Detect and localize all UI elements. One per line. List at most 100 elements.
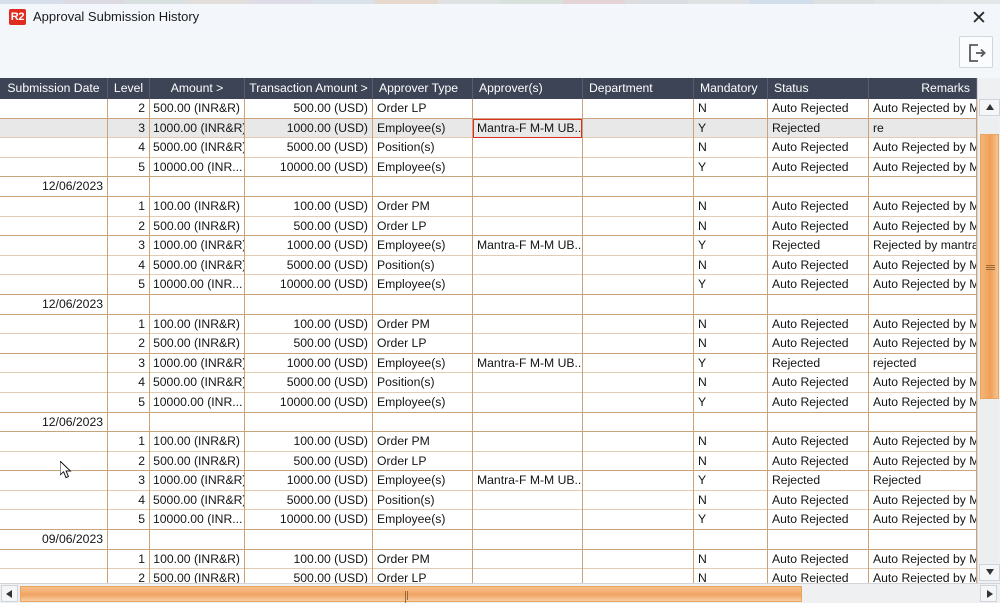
column-header-amount[interactable]: Amount >	[150, 78, 245, 99]
cell-approvers[interactable]	[473, 373, 583, 393]
scroll-left-arrow-icon[interactable]	[1, 585, 18, 602]
cell-level[interactable]	[108, 294, 150, 315]
cell-amount[interactable]: 5000.00 (INR&R)	[150, 255, 245, 276]
scroll-up-arrow-icon[interactable]	[979, 99, 1000, 116]
cell-approvers[interactable]	[473, 216, 583, 237]
table-row[interactable]: 2 500.00 (INR&R) 500.00 (USD) Order LP N Auto…	[0, 569, 977, 583]
column-header-mandatory[interactable]: Mandatory	[694, 78, 768, 99]
cell-submission_date[interactable]	[0, 138, 108, 158]
cell-amount[interactable]: 500.00 (INR&R)	[150, 99, 245, 119]
cell-transaction_amount[interactable]: 10000.00 (USD)	[245, 157, 373, 178]
cell-remarks[interactable]: Auto Rejected by Ma	[869, 334, 977, 354]
cell-mandatory[interactable]: Y	[694, 118, 768, 139]
cell-department[interactable]	[583, 275, 694, 295]
cell-approvers[interactable]	[473, 432, 583, 452]
cell-remarks[interactable]: Auto Rejected by Ma	[869, 99, 977, 119]
cell-amount[interactable]: 10000.00 (INR...	[150, 510, 245, 531]
cell-approvers[interactable]	[473, 314, 583, 335]
cell-transaction_amount[interactable]: 500.00 (USD)	[245, 99, 373, 119]
cell-remarks[interactable]: re	[869, 118, 977, 139]
cell-approvers[interactable]	[473, 196, 583, 217]
cell-department[interactable]	[583, 216, 694, 237]
cell-transaction_amount[interactable]: 1000.00 (USD)	[245, 353, 373, 374]
cell-approver_type[interactable]: Employee(s)	[373, 157, 473, 178]
cell-amount[interactable]: 1000.00 (INR&R)	[150, 353, 245, 374]
cell-status[interactable]: Rejected	[768, 471, 869, 491]
cell-department[interactable]	[583, 549, 694, 570]
cell-level[interactable]: 2	[108, 451, 150, 472]
table-row[interactable]: 3 1000.00 (INR&R) 1000.00 (USD) Employee(s)…	[0, 236, 977, 256]
cell-mandatory[interactable]	[694, 412, 768, 433]
cell-approvers[interactable]: Mantra-F M-M UB...	[473, 471, 583, 491]
cell-approvers[interactable]	[473, 569, 583, 583]
cell-status[interactable]: Rejected	[768, 236, 869, 256]
cell-mandatory[interactable]: N	[694, 255, 768, 276]
cell-mandatory[interactable]: Y	[694, 157, 768, 178]
cell-status[interactable]: Auto Rejected	[768, 138, 869, 158]
cell-approvers[interactable]: Mantra-F M-M UB...	[473, 118, 583, 139]
cell-department[interactable]	[583, 451, 694, 472]
cell-mandatory[interactable]	[694, 294, 768, 315]
cell-status[interactable]: Auto Rejected	[768, 334, 869, 354]
cell-submission_date[interactable]	[0, 275, 108, 295]
table-row[interactable]: 5 10000.00 (INR... 10000.00 (USD) Employee(…	[0, 510, 977, 531]
cell-approvers[interactable]	[473, 392, 583, 413]
scroll-right-arrow-icon[interactable]	[980, 585, 997, 602]
column-header-level[interactable]: Level	[108, 78, 150, 99]
cell-status[interactable]: Auto Rejected	[768, 314, 869, 335]
cell-approver_type[interactable]: Order LP	[373, 451, 473, 472]
table-row[interactable]: 1 100.00 (INR&R) 100.00 (USD) Order PM N Auto…	[0, 549, 977, 570]
cell-department[interactable]	[583, 530, 694, 550]
cell-submission_date[interactable]: 12/06/2023	[0, 177, 108, 197]
cell-mandatory[interactable]: N	[694, 196, 768, 217]
cell-submission_date[interactable]	[0, 549, 108, 570]
cell-remarks[interactable]: Auto Rejected by Ma	[869, 196, 977, 217]
cell-status[interactable]	[768, 530, 869, 550]
cell-amount[interactable]: 1000.00 (INR&R)	[150, 236, 245, 256]
cell-status[interactable]: Auto Rejected	[768, 99, 869, 119]
table-row[interactable]: 12/06/2023	[0, 294, 977, 315]
cell-status[interactable]: Auto Rejected	[768, 216, 869, 237]
cell-level[interactable]: 5	[108, 157, 150, 178]
table-row[interactable]: 5 10000.00 (INR... 10000.00 (USD) Employee(…	[0, 275, 977, 295]
cell-remarks[interactable]: Auto Rejected by Ma	[869, 549, 977, 570]
cell-remarks[interactable]: Auto Rejected by Ma	[869, 510, 977, 531]
cell-amount[interactable]: 500.00 (INR&R)	[150, 334, 245, 354]
cell-submission_date[interactable]	[0, 490, 108, 511]
cell-department[interactable]	[583, 353, 694, 374]
cell-status[interactable]: Auto Rejected	[768, 549, 869, 570]
cell-level[interactable]: 3	[108, 118, 150, 139]
cell-mandatory[interactable]: N	[694, 138, 768, 158]
cell-department[interactable]	[583, 177, 694, 197]
cell-amount[interactable]: 5000.00 (INR&R)	[150, 490, 245, 511]
cell-approver_type[interactable]	[373, 177, 473, 197]
cell-approver_type[interactable]: Employee(s)	[373, 471, 473, 491]
cell-remarks[interactable]: Rejected by mantra	[869, 236, 977, 256]
cell-approver_type[interactable]: Order LP	[373, 216, 473, 237]
cell-remarks[interactable]: Auto Rejected by Ma	[869, 392, 977, 413]
cell-approvers[interactable]	[473, 490, 583, 511]
cell-approvers[interactable]	[473, 549, 583, 570]
cell-mandatory[interactable]	[694, 530, 768, 550]
cell-approvers[interactable]	[473, 157, 583, 178]
cell-transaction_amount[interactable]	[245, 177, 373, 197]
cell-approvers[interactable]	[473, 412, 583, 433]
cell-mandatory[interactable]: Y	[694, 275, 768, 295]
table-row[interactable]: 2 500.00 (INR&R) 500.00 (USD) Order LP N Auto…	[0, 334, 977, 354]
cell-mandatory[interactable]: N	[694, 99, 768, 119]
table-row[interactable]: 5 10000.00 (INR... 10000.00 (USD) Employee(…	[0, 392, 977, 413]
cell-remarks[interactable]: Auto Rejected by Ma	[869, 490, 977, 511]
table-row[interactable]: 1 100.00 (INR&R) 100.00 (USD) Order PM N Auto…	[0, 196, 977, 217]
table-row[interactable]: 4 5000.00 (INR&R) 5000.00 (USD) Position(s)…	[0, 490, 977, 511]
cell-remarks[interactable]	[869, 530, 977, 550]
cell-department[interactable]	[583, 412, 694, 433]
cell-department[interactable]	[583, 510, 694, 531]
cell-approver_type[interactable]: Employee(s)	[373, 353, 473, 374]
cell-transaction_amount[interactable]: 10000.00 (USD)	[245, 392, 373, 413]
column-header-status[interactable]: Status	[768, 78, 869, 99]
cell-remarks[interactable]: Rejected	[869, 471, 977, 491]
table-row[interactable]: 12/06/2023	[0, 177, 977, 197]
cell-transaction_amount[interactable]: 5000.00 (USD)	[245, 138, 373, 158]
table-row[interactable]: 2 500.00 (INR&R) 500.00 (USD) Order LP N Auto…	[0, 451, 977, 472]
cell-amount[interactable]	[150, 412, 245, 433]
